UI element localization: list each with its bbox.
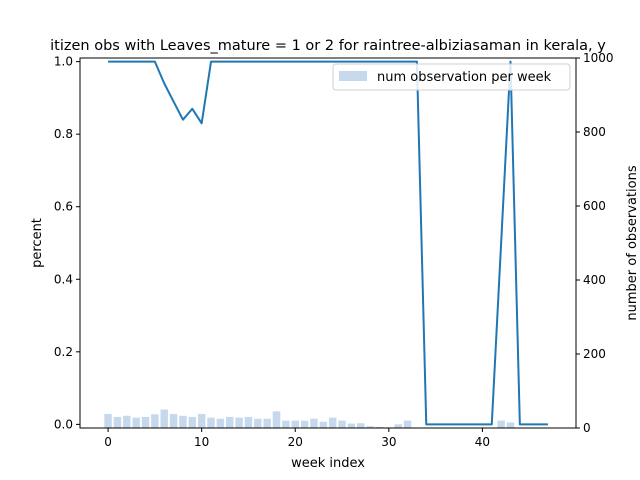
observation-bar [394,424,402,428]
observation-bar [216,418,225,428]
observation-bar [244,416,253,428]
observation-bar [225,416,234,428]
y-left-tick-label: 0.6 [54,200,73,214]
y-axis-right: 0 200 400 600 800 1000 [576,51,614,435]
y-left-tick-label: 1.0 [54,55,73,69]
observation-bar [403,420,412,428]
observation-bar [104,413,112,428]
x-tick-label: 20 [288,435,303,449]
y-axis-right-label: number of observations [625,165,640,320]
plot-frame [79,57,577,429]
y-right-tick-label: 400 [583,273,606,287]
observation-bar [141,416,150,428]
observation-bar [300,420,309,428]
observation-bar [169,413,178,428]
x-tick-label: 10 [194,435,209,449]
observation-bar [207,417,215,428]
observation-bar [197,413,206,428]
y-right-tick-label: 1000 [583,51,614,65]
observation-bar [254,418,262,428]
y-right-tick-label: 200 [583,347,606,361]
y-left-tick-label: 0.4 [54,272,73,286]
x-tick-label: 30 [381,435,396,449]
y-axis-left: 0.0 0.2 0.4 0.6 0.8 1.0 [54,55,80,431]
y-right-tick-label: 600 [583,199,606,213]
observation-bar [319,421,328,428]
percent-line [108,60,548,426]
observation-bars [104,409,515,428]
legend-label: num observation per week [377,70,552,85]
x-axis-label: week index [291,456,365,471]
plot-background [80,58,576,428]
observation-bar [123,415,131,428]
observation-bar [506,422,515,428]
observation-bar [357,423,365,428]
observation-bar [338,420,346,428]
observation-bar [291,420,299,428]
observation-bar [151,414,159,428]
observation-bar [235,417,243,428]
observation-bar [272,411,281,428]
legend: num observation per week [332,63,571,91]
observation-bar [282,420,290,428]
x-tick-label: 40 [475,435,490,449]
observation-bar [188,416,197,428]
observation-bar [366,426,374,428]
observation-bar [328,417,337,428]
legend-swatch [339,71,367,81]
x-axis: 0 10 20 30 40 [104,428,490,449]
observation-bar [375,426,384,428]
observation-bar [132,417,140,428]
y-axis-left-label: percent [30,218,45,268]
legend-box [332,63,571,91]
observation-bar [113,416,122,428]
observation-bar [310,418,318,428]
observation-bar [263,418,271,428]
observation-bar [347,423,356,428]
observation-bar [179,415,187,428]
y-left-tick-label: 0.8 [54,127,73,141]
observation-bar [160,409,168,428]
observation-bar [497,420,505,428]
y-left-tick-label: 0.2 [54,345,73,359]
chart-title: itizen obs with Leaves_mature = 1 or 2 f… [50,38,606,54]
y-left-tick-label: 0.0 [54,417,73,431]
y-right-tick-label: 800 [583,125,606,139]
y-right-tick-label: 0 [583,421,591,435]
x-tick-label: 0 [104,435,112,449]
